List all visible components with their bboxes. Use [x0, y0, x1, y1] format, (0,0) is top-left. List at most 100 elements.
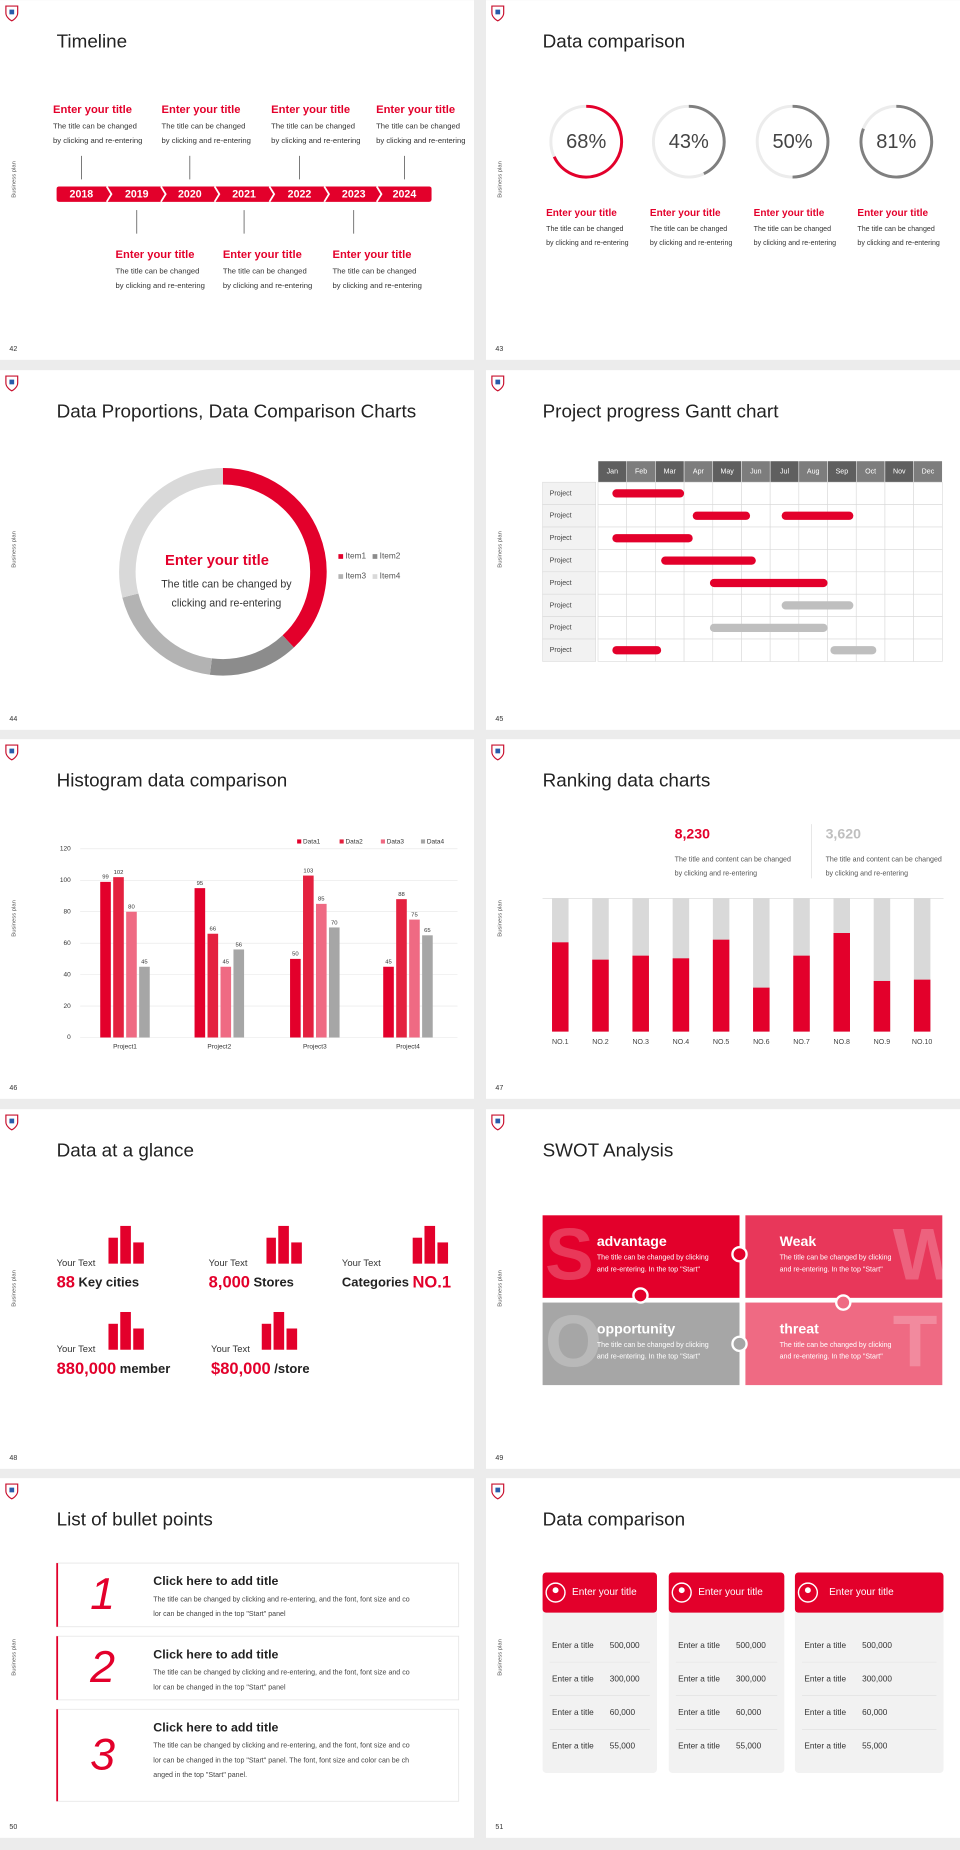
card-header-text: Enter your title [698, 1587, 763, 1598]
grid-cell [683, 593, 714, 617]
gantt-bar [781, 600, 854, 610]
caption-text: by clicking and re-entering [650, 240, 733, 247]
puzzle-knob [731, 1245, 748, 1262]
slide: Business plan 44 Data Proportions, Data Co… [0, 369, 474, 730]
grid-cell [741, 638, 771, 662]
ring-arc [688, 104, 726, 176]
legend-label: Data3 [387, 838, 405, 845]
grid-cell [798, 548, 828, 572]
grid-cell [741, 526, 771, 550]
chevron [268, 186, 276, 203]
slide-title: Data at a glance [57, 1139, 194, 1160]
x-tick-label: NO.5 [713, 1039, 730, 1046]
grid-cell [769, 548, 800, 572]
bullet-number: 1 [90, 1569, 115, 1619]
stat-text: The title and content can be changed [826, 856, 942, 863]
bullet-title: Click here to add title [153, 1574, 278, 1588]
legend-swatch [338, 553, 344, 559]
bar [328, 927, 340, 1038]
item-title: Enter your title [223, 249, 302, 261]
bar [753, 987, 770, 1032]
row-value: 500,000 [862, 1641, 892, 1650]
grid-cell [798, 526, 828, 550]
slide: Business plan 48 Data at a glance Your Text… [0, 1108, 474, 1469]
month-label: Mar [664, 468, 677, 475]
caption-text: by clicking and re-entering [754, 240, 837, 247]
bar [207, 933, 219, 1038]
year-label: 2023 [342, 189, 366, 201]
icon-part [108, 1237, 118, 1264]
slide: Business plan 43 Data comparison 68% Enter y… [486, 0, 960, 360]
bullet-text: The title can be changed by clicking and… [153, 1597, 409, 1604]
value-label: 45 [223, 960, 230, 966]
item-text: The title can be changed [271, 121, 355, 130]
item-value: 88 [57, 1274, 75, 1292]
row-label: Enter a title [678, 1742, 720, 1751]
x-tick-label: NO.7 [793, 1039, 810, 1046]
center-title: Enter your title [165, 553, 269, 569]
sidebar-label: Business plan [12, 1639, 18, 1676]
chevron [213, 186, 221, 203]
month-label: Aug [807, 468, 820, 475]
grid-cell [827, 548, 857, 572]
x-tick-label: NO.2 [592, 1039, 609, 1046]
card-icon [671, 1582, 692, 1603]
legend-swatch [339, 839, 344, 844]
value-label: 66 [210, 927, 217, 933]
grid-cell [827, 481, 857, 505]
page-number: 50 [9, 1824, 17, 1831]
sidebar-label: Business plan [498, 1270, 504, 1307]
value-label: 99 [102, 875, 109, 881]
gantt-bar [612, 488, 685, 498]
ring-value: 68% [566, 131, 606, 153]
x-tick-label: NO.8 [833, 1039, 850, 1046]
bullet-box [56, 1562, 460, 1628]
value-label: 45 [141, 960, 148, 966]
sidebar-label: Business plan [12, 900, 18, 937]
bar [672, 958, 690, 1032]
bullet-title: Click here to add title [153, 1647, 278, 1661]
slide-background [0, 0, 474, 360]
logo-mark [495, 748, 501, 754]
x-tick-label: NO.9 [874, 1039, 891, 1046]
gantt-bar [781, 511, 854, 520]
icon-part [108, 1323, 118, 1350]
quadrant-text: The title can be changed by clicking [597, 1254, 709, 1261]
page-number: 48 [9, 1455, 17, 1462]
row-label: Enter a title [552, 1708, 594, 1717]
quadrant [542, 1302, 740, 1385]
bullet-text: lor can be changed in the top "Start" pa… [153, 1684, 286, 1691]
grid-cell [827, 526, 857, 550]
card-icon-head [678, 1587, 685, 1594]
icon-part [278, 1225, 289, 1264]
bar [833, 933, 850, 1032]
row-label: Enter a title [804, 1708, 846, 1717]
logo-mark [9, 1487, 15, 1493]
slide: Business plan 46 Histogram data comparison… [0, 739, 474, 1099]
bar [396, 899, 407, 1038]
grid-cell [712, 638, 742, 662]
icon-part [273, 1311, 285, 1350]
grid-cell [597, 593, 628, 617]
ring-value: 43% [669, 131, 709, 153]
year-label: 2018 [70, 189, 94, 201]
grid-cell [884, 526, 914, 550]
row-label: Enter a title [552, 1641, 594, 1650]
value-label: 56 [235, 942, 242, 948]
sidebar-label: Business plan [498, 1639, 504, 1676]
card-header [668, 1572, 785, 1613]
grid-cell [913, 526, 943, 550]
grid-cell [913, 593, 943, 617]
gantt-bar [661, 555, 756, 565]
timeline-band [56, 186, 432, 202]
grid-cell [913, 615, 943, 639]
logo-mark [9, 9, 15, 15]
x-tick-label: Project3 [303, 1044, 327, 1051]
icon-part [424, 1225, 436, 1264]
row-label-cell [542, 638, 596, 662]
quadrant-title: opportunity [597, 1320, 676, 1336]
item-value: NO.1 [413, 1274, 452, 1292]
bullet-text: The title can be changed by clicking and… [153, 1743, 409, 1750]
x-tick-label: Project2 [207, 1044, 231, 1051]
bullet-title: Click here to add title [153, 1720, 278, 1734]
